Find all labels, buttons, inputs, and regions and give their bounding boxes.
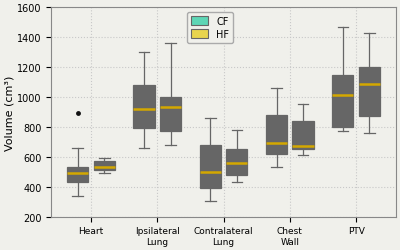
PathPatch shape: [226, 150, 248, 175]
PathPatch shape: [160, 98, 181, 132]
PathPatch shape: [67, 168, 88, 182]
PathPatch shape: [359, 68, 380, 117]
Y-axis label: Volume (cm³): Volume (cm³): [4, 75, 14, 150]
PathPatch shape: [292, 122, 314, 150]
PathPatch shape: [94, 161, 115, 170]
PathPatch shape: [332, 75, 354, 128]
PathPatch shape: [200, 145, 221, 188]
PathPatch shape: [266, 116, 287, 154]
PathPatch shape: [134, 86, 155, 129]
Legend: CF, HF: CF, HF: [187, 13, 233, 44]
